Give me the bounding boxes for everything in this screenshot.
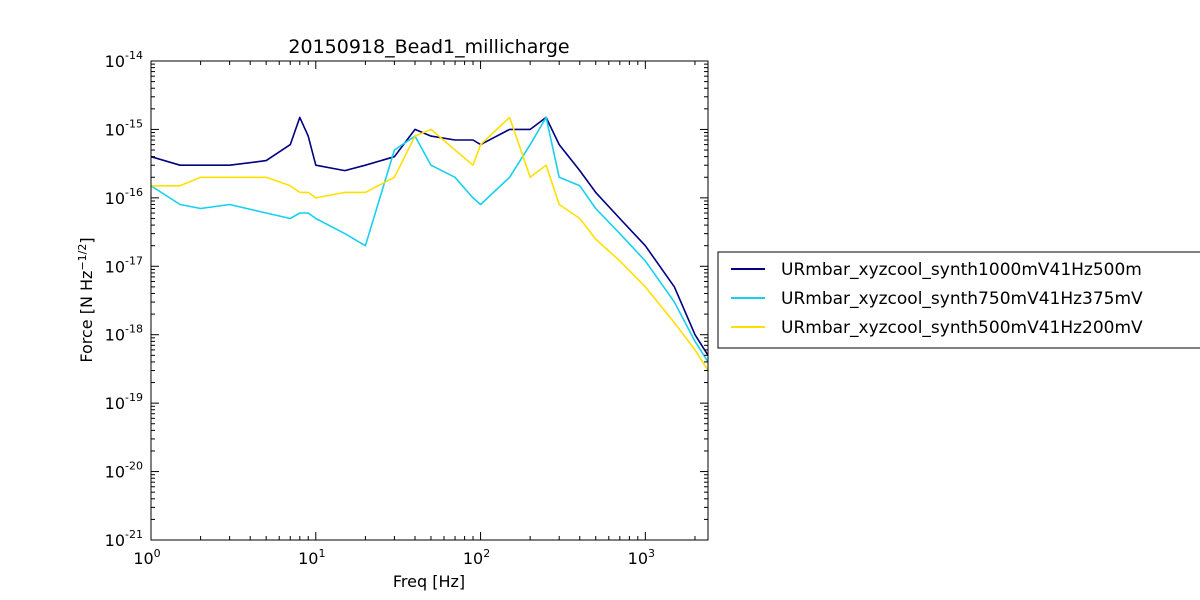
y-tick-label-exponent: -14 [125,49,143,62]
y-tick-label-base: 10 [105,531,125,550]
x-tick-label-base: 10 [463,549,483,568]
y-tick-label-base: 10 [105,463,125,482]
series-line-3 [151,116,708,371]
x-tick-label-exponent: 0 [154,547,161,560]
y-tick-label: 10-15 [105,117,143,139]
x-tick-label-base: 10 [298,549,318,568]
y-tick-label: 10-16 [105,186,143,208]
x-axis-label: Freq [Hz] [393,572,465,591]
x-tick-label-exponent: 3 [648,547,655,560]
y-tick-label-exponent: -18 [125,323,143,336]
series-line-1 [151,116,708,356]
x-tick-label: 103 [628,547,655,568]
y-axis-label-end: ] [77,237,96,243]
y-axis-label: Force [N Hz−1/2] [76,237,96,362]
y-tick-label-exponent: -16 [125,186,143,199]
y-tick-label: 10-14 [105,49,143,71]
x-tick-label-exponent: 1 [318,547,325,560]
y-tick-label-exponent: -20 [125,460,143,473]
y-tick-label: 10-18 [105,323,143,345]
y-tick-label-base: 10 [105,120,125,139]
y-axis-label-exponent: −1/2 [76,244,89,271]
y-tick-label: 10-21 [105,528,143,550]
y-tick-label: 10-20 [105,460,143,482]
y-tick-label: 10-19 [105,391,143,413]
legend-label-series-2: URmbar_xyzcool_synth750mV41Hz375mV [781,289,1143,309]
x-tick-label-base: 10 [133,549,153,568]
y-tick-label-base: 10 [105,189,125,208]
y-axis-label-text: Force [N Hz [77,271,96,363]
y-tick-label-base: 10 [105,52,125,71]
plot-frame [150,60,709,541]
x-tick-label-base: 10 [628,549,648,568]
y-tick-label-base: 10 [105,394,125,413]
y-tick-label-base: 10 [105,257,125,276]
x-tick-label: 100 [133,547,160,568]
x-tick-label: 102 [463,547,490,568]
x-tick-label-exponent: 2 [483,547,490,560]
axis-ticks: 100 101 102 10310-2110-2010-1910-1810-1710-… [105,49,708,568]
series-line-2 [151,116,708,363]
chart-title: 20150918_Bead1_millicharge [288,36,569,58]
x-tick-label: 101 [298,547,325,568]
series-layer [151,116,708,371]
legend-label-series-3: URmbar_xyzcool_synth500mV41Hz200mV [781,318,1143,338]
y-tick-label-base: 10 [105,326,125,345]
y-tick-label-exponent: -21 [125,528,143,541]
legend-box [717,251,1200,349]
y-tick-label-exponent: -15 [125,117,143,130]
y-tick-label-exponent: -17 [125,254,143,267]
legend-label-series-1: URmbar_xyzcool_synth1000mV41Hz500m [781,260,1142,280]
y-tick-label: 10-17 [105,254,143,276]
y-tick-label-exponent: -19 [125,391,143,404]
legend: URmbar_xyzcool_synth1000mV41Hz500m URmba… [717,251,1200,349]
